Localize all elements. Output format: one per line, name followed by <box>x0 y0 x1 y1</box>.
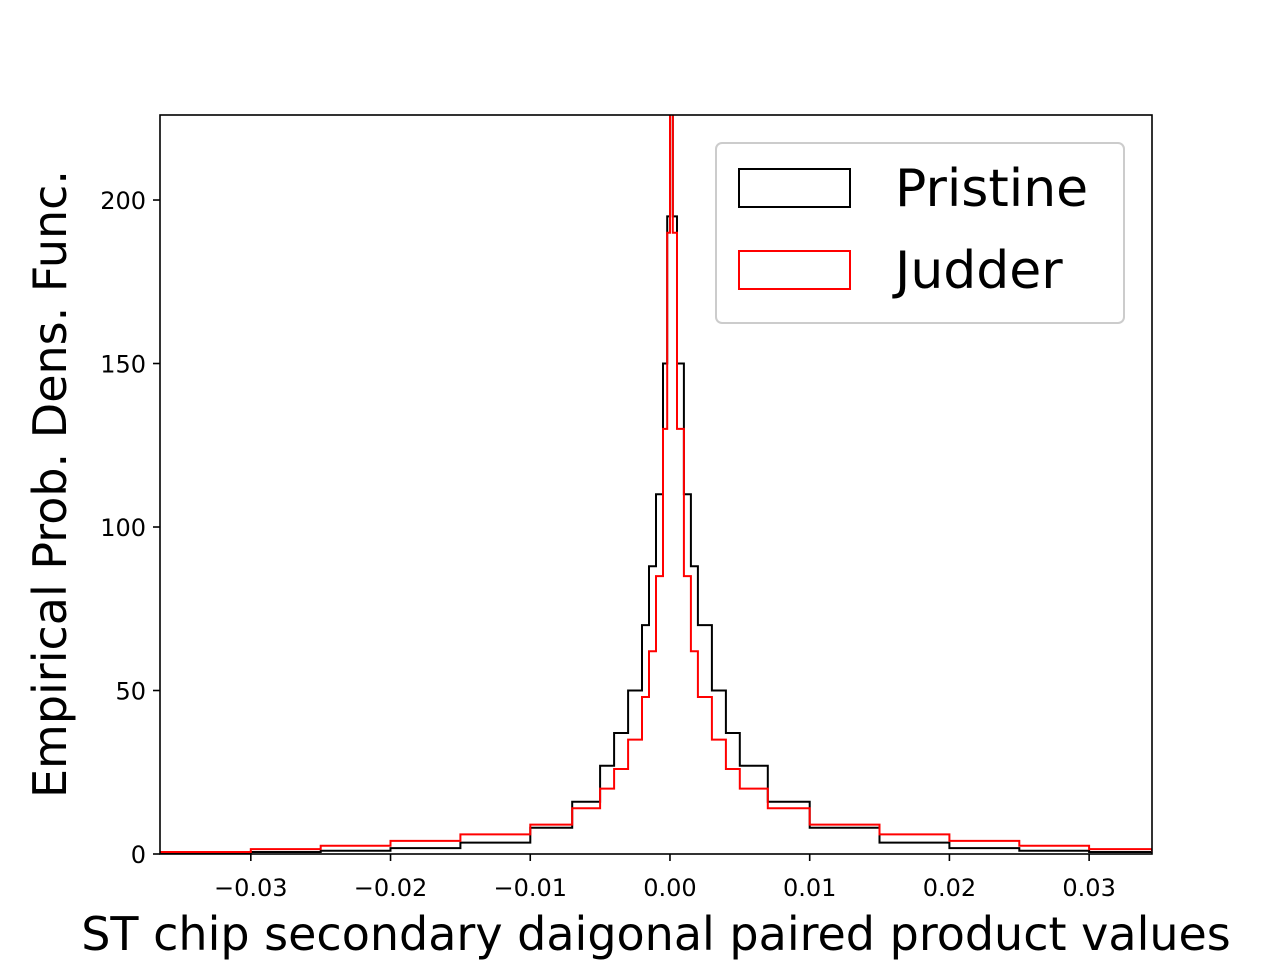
y-tick-label: 0 <box>131 841 146 869</box>
x-tick-label: 0.03 <box>1062 874 1115 902</box>
plot-frame <box>159 114 1153 855</box>
legend-swatch-judder <box>738 250 851 290</box>
y-tick-label: 150 <box>100 351 146 379</box>
series-layer <box>160 115 1152 854</box>
x-tick-label: 0.02 <box>923 874 976 902</box>
x-axis: −0.03 −0.02 −0.01 0.00 0.01 0.02 0.03 <box>214 854 1116 902</box>
y-tick-label: 100 <box>100 514 146 542</box>
x-tick-label: −0.03 <box>214 874 288 902</box>
legend-label-pristine: Pristine <box>895 159 1088 219</box>
x-tick-label: 0.01 <box>783 874 836 902</box>
y-axis: 0 50 100 150 200 <box>100 187 160 869</box>
y-tick-label: 50 <box>115 678 146 706</box>
legend: Pristine Judder <box>715 142 1125 324</box>
y-tick-label: 200 <box>100 187 146 215</box>
x-axis-label: ST chip secondary daigonal paired produc… <box>81 907 1231 960</box>
legend-label-judder: Judder <box>892 241 1063 301</box>
series-judder <box>160 115 1152 853</box>
x-tick-label: −0.02 <box>354 874 428 902</box>
legend-frame <box>715 142 1125 324</box>
legend-swatch-pristine <box>738 168 851 208</box>
x-tick-label: −0.01 <box>493 874 567 902</box>
x-tick-label: 0.00 <box>643 874 696 902</box>
y-axis-label: Empirical Prob. Dens. Func. <box>23 170 77 798</box>
